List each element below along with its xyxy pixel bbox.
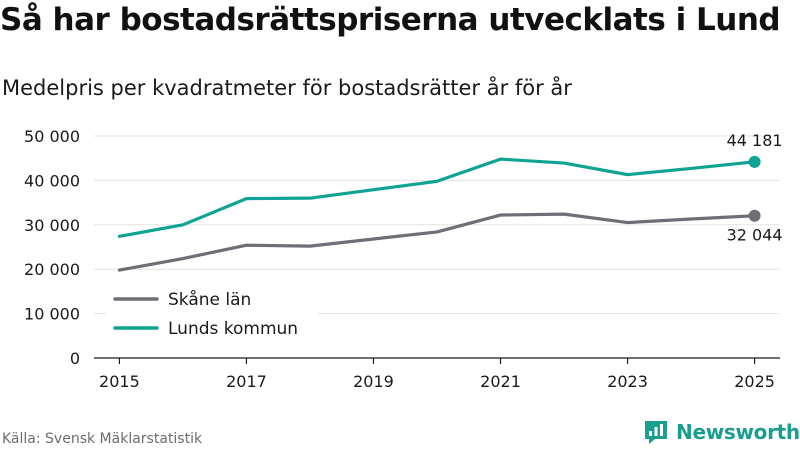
legend-label: Skåne län <box>168 289 251 310</box>
source-note: Källa: Svensk Mäklarstatistik <box>2 431 203 447</box>
x-tick-label: 2015 <box>99 372 140 391</box>
series-lines <box>117 155 761 272</box>
x-axis: 2015 2017 2019 2021 2023 2025 <box>94 357 780 391</box>
series-end-marker <box>748 155 761 168</box>
chart-title: Så har bostadsrättspriserna utvecklats i… <box>0 2 781 38</box>
chart-subtitle: Medelpris per kvadratmeter för bostadsrä… <box>2 76 572 100</box>
brand-name: Newsworthy <box>676 420 800 444</box>
legend-background <box>106 283 318 345</box>
x-tick-label: 2019 <box>353 372 394 391</box>
y-tick-label: 40 000 <box>24 171 80 190</box>
end-value-label: 32 044 <box>727 226 783 245</box>
y-tick-label: 10 000 <box>24 305 80 324</box>
series-end-marker <box>748 209 761 222</box>
x-tick-label: 2021 <box>480 372 521 391</box>
y-tick-label: 20 000 <box>24 260 80 279</box>
newsworthy-logo: Newsworthy <box>643 419 800 445</box>
y-axis: 0 10 000 20 000 30 000 40 000 50 000 <box>24 127 80 368</box>
end-labels: 32 044 44 181 <box>727 131 783 245</box>
y-tick-label: 30 000 <box>24 216 80 235</box>
y-tick-label: 0 <box>70 349 80 368</box>
end-value-label: 44 181 <box>727 131 783 150</box>
x-tick-label: 2023 <box>607 372 648 391</box>
series-line-skane-lan <box>117 212 757 272</box>
legend: Skåne län Lunds kommun <box>106 283 318 345</box>
y-tick-label: 50 000 <box>24 127 80 146</box>
legend-label: Lunds kommun <box>168 319 298 339</box>
x-tick-label: 2025 <box>734 372 775 391</box>
bar-chart-icon <box>645 421 667 444</box>
x-tick-label: 2017 <box>226 372 267 391</box>
